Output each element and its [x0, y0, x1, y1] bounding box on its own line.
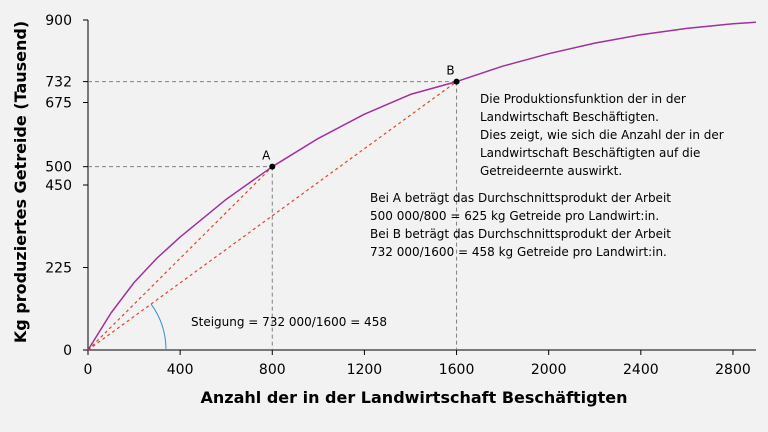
- production-curve: [87, 21, 757, 351]
- ray-b: [87, 81, 457, 351]
- point-label-b: B: [446, 64, 454, 78]
- x-tick-label: 1600: [439, 362, 475, 378]
- y-tick-label: 225: [45, 261, 72, 277]
- point-label-a: A: [262, 149, 271, 163]
- y-axis-title: Kg produziertes Getreide (Tausend): [11, 21, 30, 343]
- description-line-2: Landwirtschaft Beschäftigten.: [480, 110, 659, 124]
- y-tick-label: 732: [45, 75, 72, 91]
- point-b: [453, 78, 460, 85]
- y-tick-label: 0: [63, 343, 72, 359]
- x-axis-title: Anzahl der in der Landwirtschaft Beschäf…: [201, 388, 628, 407]
- description-line-4: Landwirtschaft Beschäftigten auf die: [480, 146, 700, 160]
- average-line-3: Bei B beträgt das Durchschnittsprodukt d…: [370, 227, 671, 241]
- average-line-1: Bei A beträgt das Durchschnittsprodukt d…: [370, 191, 671, 205]
- description-line-1: Die Produktionsfunktion der in der: [480, 92, 686, 106]
- axes: [83, 19, 756, 355]
- ray-a: [87, 166, 273, 351]
- x-tick-label: 800: [259, 362, 286, 378]
- slope-angle-arc: [150, 303, 167, 351]
- annotation-text: Kg produziertes Getreide (Tausend) Anzah…: [11, 21, 724, 407]
- average-product-rays: [87, 81, 457, 351]
- y-tick-label: 900: [45, 13, 72, 29]
- average-line-4: 732 000/1600 = 458 kg Getreide pro Landw…: [370, 245, 667, 259]
- marked-points: AB: [262, 64, 460, 170]
- x-tick-label: 2800: [715, 362, 751, 378]
- y-tick-label: 450: [45, 178, 72, 194]
- x-tick-label: 0: [84, 362, 93, 378]
- point-a: [269, 163, 276, 170]
- slope-label: Steigung = 732 000/1600 = 458: [191, 315, 387, 329]
- average-line-2: 500 000/800 = 625 kg Getreide pro Landwi…: [370, 209, 659, 223]
- x-tick-label: 400: [167, 362, 194, 378]
- y-tick-label: 500: [45, 160, 72, 176]
- x-tick-label: 2400: [623, 362, 659, 378]
- x-tick-label: 1200: [347, 362, 383, 378]
- guide-lines: [88, 81, 458, 350]
- description-line-3: Dies zeigt, wie sich die Anzahl der in d…: [480, 128, 724, 142]
- description-line-5: Getreideernte auswirkt.: [480, 164, 622, 178]
- y-tick-label: 675: [45, 96, 72, 112]
- x-tick-label: 2000: [531, 362, 567, 378]
- production-curve-line: [87, 21, 757, 351]
- tick-labels: 0 400 800 1200 1600 2000 2400 2800 0 225 450 500 675…: [45, 13, 751, 378]
